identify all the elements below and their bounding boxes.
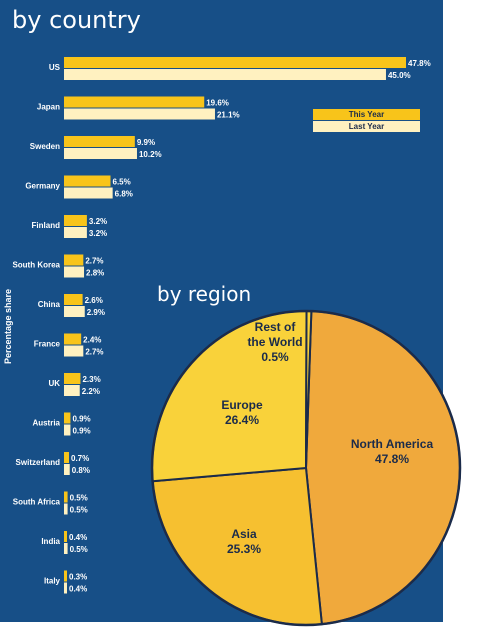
bar-last-year (64, 266, 85, 278)
data-label: 0.4% (69, 533, 87, 542)
category-label: France (34, 340, 61, 349)
category-label: South Africa (13, 498, 61, 507)
data-label: 47.8% (408, 59, 431, 68)
data-label: 21.1% (217, 111, 240, 120)
bar-last-year (64, 148, 137, 159)
category-label: Switzerland (16, 458, 61, 467)
bar-this-year (64, 254, 84, 266)
category-label: South Korea (12, 261, 60, 270)
data-label: 2.3% (82, 375, 100, 384)
data-label: 2.7% (85, 348, 103, 357)
data-label: 2.9% (87, 308, 105, 317)
data-label: 0.5% (70, 506, 88, 515)
pie-label-line: North America (351, 437, 434, 451)
pie-value: 47.8% (375, 452, 409, 466)
legend-last-year: Last Year (313, 121, 420, 132)
data-label: 0.5% (70, 494, 88, 503)
pie-label-line: Europe (221, 398, 263, 412)
bar-last-year (64, 108, 215, 120)
data-label: 2.2% (82, 387, 100, 396)
category-label: Austria (32, 419, 60, 428)
category-label: UK (48, 379, 60, 388)
bar-this-year (64, 215, 87, 226)
bar-this-year (64, 57, 406, 68)
category-label: China (38, 300, 61, 309)
bar-last-year (64, 306, 85, 317)
country-bar-chart: US 47.8% 45.0% Japan 19.6% 21.1% Sweden 9.9% 10.… (12, 57, 431, 594)
data-label: 0.8% (72, 466, 90, 475)
bar-this-year (64, 175, 111, 187)
bar-last-year (64, 503, 68, 515)
bar-last-year (64, 187, 113, 199)
data-label: 3.2% (89, 217, 107, 226)
category-label: Germany (25, 182, 60, 191)
data-label: 2.7% (85, 257, 103, 266)
data-label: 3.2% (89, 229, 107, 238)
bar-this-year (64, 452, 70, 463)
category-label: Sweden (30, 142, 60, 151)
bar-last-year (64, 69, 386, 80)
bar-this-year (64, 412, 71, 424)
data-label: 6.8% (115, 190, 133, 199)
data-label: 0.3% (69, 573, 87, 582)
data-label: 0.5% (70, 545, 88, 554)
bar-this-year (64, 333, 82, 345)
legend-this-year: This Year (313, 109, 420, 120)
bar-last-year (64, 424, 71, 436)
data-label: 0.9% (72, 427, 90, 436)
bar-last-year (64, 385, 80, 396)
pie-value: 25.3% (227, 542, 261, 556)
pie-label-europe: Europe 26.4% (221, 398, 263, 427)
pie-label-rest-of-the-world: Rest of the World 0.5% (247, 320, 302, 364)
pie-value: 0.5% (261, 350, 289, 364)
pie-label-line: Rest of (255, 320, 297, 334)
bar-this-year (64, 136, 135, 147)
region-chart-title: by region (157, 282, 252, 306)
data-label: 2.6% (85, 296, 103, 305)
bar-last-year (64, 464, 70, 475)
pie-label-asia: Asia 25.3% (227, 527, 261, 556)
pie-label-line: Asia (231, 527, 257, 541)
data-label: 2.8% (86, 269, 104, 278)
data-label: 10.2% (139, 150, 162, 159)
category-label: Japan (37, 103, 60, 112)
bar-last-year (64, 582, 67, 594)
pie-label-line: the World (247, 335, 302, 349)
data-label: 19.6% (206, 99, 229, 108)
pie-outline (150, 309, 462, 627)
pie-label-north-america: North America 47.8% (351, 437, 434, 466)
bar-this-year (64, 294, 83, 305)
category-label: Italy (44, 577, 61, 586)
legend: This Year Last Year (313, 109, 420, 133)
category-label: Finland (32, 221, 61, 230)
data-label: 45.0% (388, 71, 411, 80)
data-label: 9.9% (137, 138, 155, 147)
category-label: US (49, 63, 61, 72)
data-label: 2.4% (83, 336, 101, 345)
data-label: 0.7% (71, 454, 89, 463)
bar-this-year (64, 373, 81, 384)
category-label: India (41, 537, 60, 546)
bar-last-year (64, 345, 84, 357)
bar-this-year (64, 531, 67, 542)
bar-this-year (64, 96, 205, 108)
data-label: 0.4% (69, 585, 87, 594)
bar-this-year (64, 570, 67, 582)
bar-last-year (64, 543, 68, 554)
pie-slice-north-america (305, 310, 461, 626)
country-chart-title: by country (12, 6, 141, 34)
data-label: 6.5% (113, 178, 131, 187)
bar-last-year (64, 227, 87, 238)
pie-value: 26.4% (225, 413, 259, 427)
data-label: 0.9% (72, 415, 90, 424)
bar-this-year (64, 491, 68, 503)
